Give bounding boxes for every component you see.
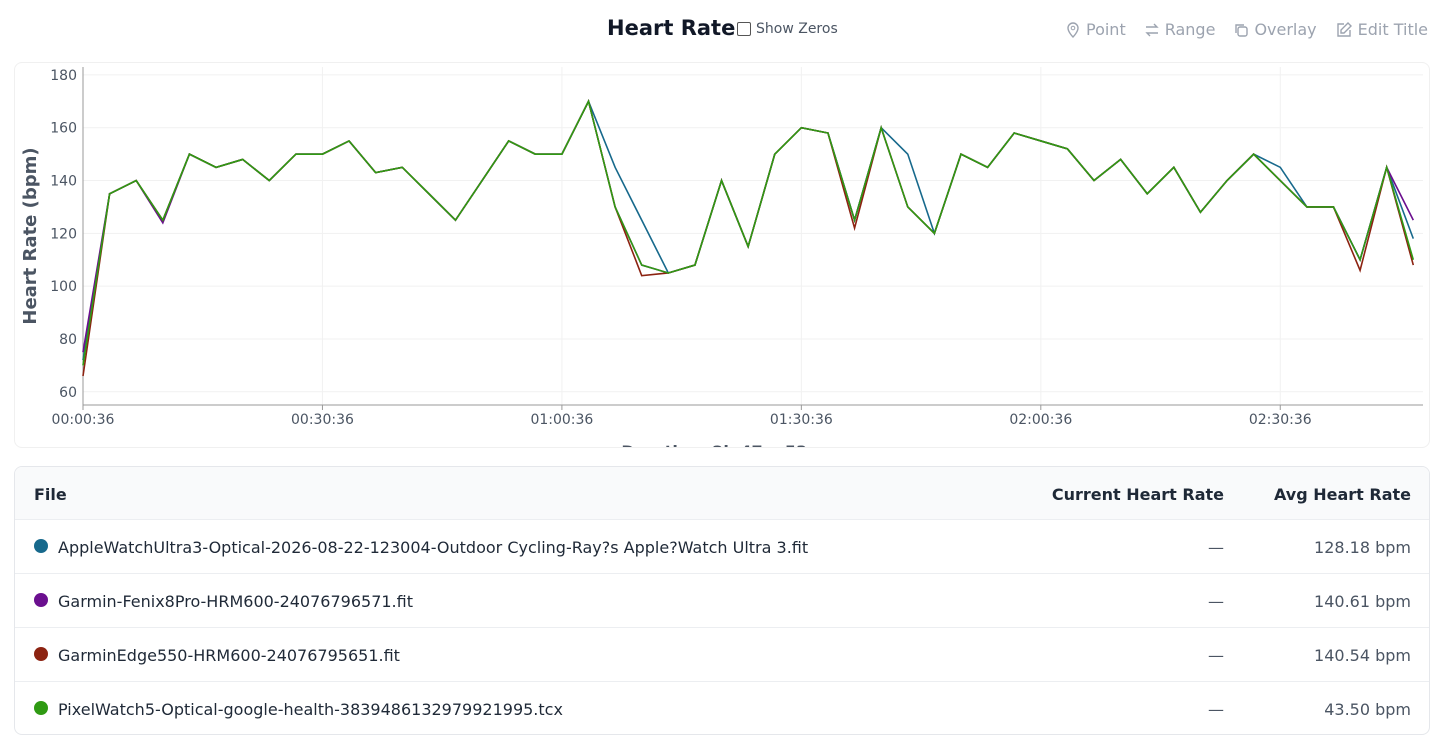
file-name: PixelWatch5-Optical-google-health-383948… [58,700,563,719]
x-tick-label: 01:00:36 [530,412,593,428]
series-dot [34,701,48,715]
series-line [82,99,1415,377]
header-cell: Current Heart Rate [1051,485,1224,504]
series-dot [34,593,48,607]
table-row: PixelWatch5-Optical-google-health-383948… [15,682,1429,734]
y-tick-label: 100 [50,279,77,295]
current-rate: — [1208,700,1224,719]
tool-label: Overlay [1254,20,1317,39]
y-tick-label: 180 [50,68,77,84]
series-line [82,99,1415,353]
tool[interactable]: Overlay [1233,20,1317,39]
header-cell: File [34,485,67,504]
y-tick-label: 140 [50,174,77,190]
tool[interactable]: Edit Title [1335,20,1428,39]
x-tick-label: 00:00:36 [52,412,115,428]
title: Heart Rate [607,16,736,40]
current-rate: — [1208,646,1224,665]
header-cell: Avg Heart Rate [1273,485,1411,504]
file-name: Garmin-Fenix8Pro-HRM600-24076796571.fit [58,592,413,611]
x-tick-label: 01:30:36 [770,412,833,428]
x-tick-label: 00:30:36 [291,412,354,428]
series-line [82,99,1415,361]
file-table: File Current Heart Rate Avg Heart Rate Appl… [14,466,1430,735]
table-row: Garmin-Fenix8Pro-HRM600-24076796571.fit —… [15,574,1429,628]
tool-label: Edit Title [1357,20,1428,39]
avg-rate: 43.50 bpm [1324,700,1411,719]
avg-rate: 140.54 bpm [1314,646,1411,665]
header: Heart Rate Show Zeros Point Range Overla… [0,14,1438,44]
y-tick-label: 160 [50,121,77,137]
tool-label: Point [1085,20,1126,39]
chart: 60 80 100 120 140 160 180 00:00:36 00:30:36 01:00… [20,67,1423,447]
tool[interactable]: Range [1144,20,1216,39]
avg-rate: 140.61 bpm [1314,592,1411,611]
tool-label: Range [1164,20,1216,39]
x-tick-label: 02:00:36 [1009,412,1072,428]
chart-card: 60 80 100 120 140 160 180 00:00:36 00:30:36 01:00… [14,62,1430,448]
tool[interactable]: Point [1065,20,1126,39]
series-line [82,99,1415,366]
y-tick-label: 80 [59,332,77,348]
toolbar: Point Range Overlay Edit Title [1065,20,1428,39]
y-axis-label: Heart Rate (bpm) [20,147,41,324]
checkbox-label: Show Zeros [756,21,838,37]
current-rate: — [1208,538,1224,557]
file-name: GarminEdge550-HRM600-24076795651.fit [58,646,400,665]
x-axis-label: Duration: 2h 47m 53s [621,442,816,447]
series-dot [34,539,48,553]
table-row: GarminEdge550-HRM600-24076795651.fit — 140… [15,628,1429,682]
avg-rate: 128.18 bpm [1314,538,1411,557]
y-tick-label: 120 [50,226,77,242]
series-dot [34,647,48,661]
y-tick-label: 60 [59,385,77,401]
file-name: AppleWatchUltra3-Optical-2026-08-22-1230… [58,538,809,557]
x-tick-label: 02:30:36 [1249,412,1312,428]
current-rate: — [1208,592,1224,611]
table-row: AppleWatchUltra3-Optical-2026-08-22-1230… [15,520,1429,574]
show-zeros[interactable]: Show Zeros [737,21,838,37]
table-header: File Current Heart Rate Avg Heart Rate [15,467,1429,520]
